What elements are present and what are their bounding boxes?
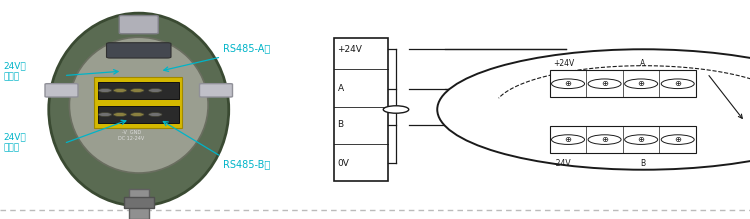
Text: A: A: [338, 84, 344, 93]
Text: 0V: 0V: [338, 159, 350, 168]
Circle shape: [588, 135, 621, 145]
Text: RS485-B极: RS485-B极: [223, 159, 270, 169]
Circle shape: [625, 79, 658, 88]
Circle shape: [588, 79, 621, 88]
Text: A: A: [640, 59, 646, 68]
Bar: [98, 82, 178, 99]
Bar: [550, 70, 696, 97]
Text: ⊕: ⊕: [674, 79, 681, 88]
Circle shape: [113, 88, 127, 92]
Circle shape: [148, 113, 162, 117]
Circle shape: [98, 113, 112, 117]
Text: B: B: [640, 159, 646, 168]
Bar: [674, 81, 690, 101]
Circle shape: [383, 106, 409, 113]
Bar: [581, 81, 656, 138]
Bar: [124, 197, 154, 208]
Bar: [94, 77, 182, 128]
Bar: [674, 118, 690, 138]
Bar: [566, 81, 583, 101]
Circle shape: [625, 135, 658, 145]
Text: -V  GND
DC 12-24V: -V GND DC 12-24V: [118, 130, 144, 141]
Text: ⊕: ⊕: [565, 79, 572, 88]
Bar: [566, 118, 583, 138]
Circle shape: [98, 88, 112, 92]
Ellipse shape: [49, 13, 229, 206]
Text: ⊕: ⊕: [565, 135, 572, 144]
Text: +24V: +24V: [338, 45, 362, 54]
Bar: [550, 126, 696, 153]
Circle shape: [662, 79, 694, 88]
Text: -24V: -24V: [554, 159, 572, 168]
Text: 24V电
源负极: 24V电 源负极: [4, 133, 26, 152]
Text: ⊕: ⊕: [601, 135, 608, 144]
Bar: [98, 106, 178, 123]
Text: ⊕: ⊕: [638, 79, 645, 88]
Circle shape: [113, 113, 127, 117]
Text: RS485-A极: RS485-A极: [223, 44, 270, 54]
Text: +24V: +24V: [554, 59, 574, 68]
FancyBboxPatch shape: [106, 43, 171, 58]
FancyBboxPatch shape: [119, 16, 158, 34]
Circle shape: [662, 135, 694, 145]
Bar: [334, 38, 388, 181]
Text: 24V电
源正极: 24V电 源正极: [4, 62, 26, 81]
Text: ⊕: ⊕: [674, 135, 681, 144]
Bar: [129, 189, 149, 219]
Circle shape: [551, 135, 584, 145]
Text: ⊕: ⊕: [638, 135, 645, 144]
Circle shape: [148, 88, 162, 92]
Text: ⊕: ⊕: [601, 79, 608, 88]
Ellipse shape: [69, 37, 208, 173]
Text: B: B: [338, 120, 344, 129]
FancyBboxPatch shape: [200, 84, 232, 97]
FancyBboxPatch shape: [45, 84, 78, 97]
Circle shape: [551, 79, 584, 88]
Circle shape: [130, 113, 144, 117]
Circle shape: [437, 49, 750, 170]
Circle shape: [130, 88, 144, 92]
